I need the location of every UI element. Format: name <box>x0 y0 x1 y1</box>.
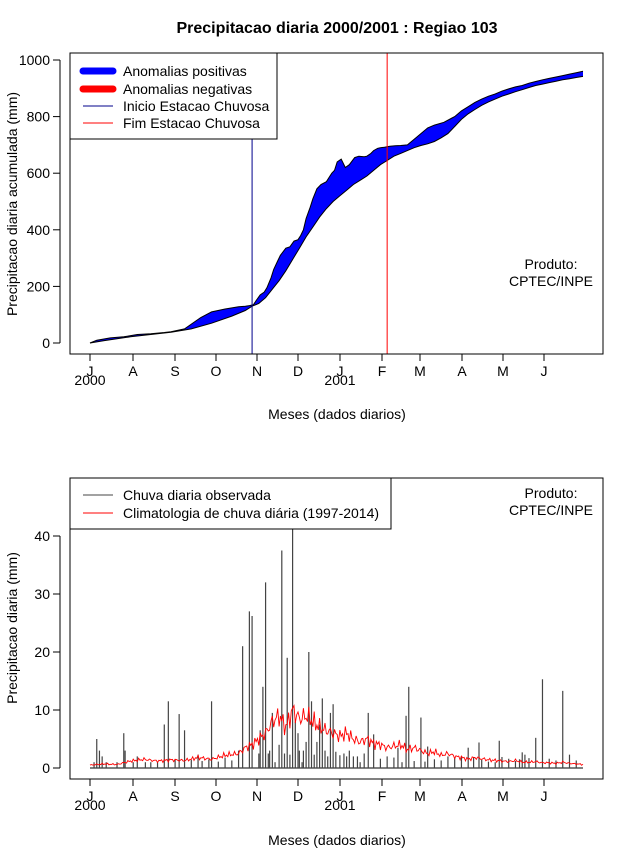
year-label-2000: 2000 <box>74 372 105 388</box>
x-axis-label: Meses (dados diarios) <box>268 832 406 848</box>
x-tick-label: N <box>252 788 262 804</box>
x-tick-label: J <box>337 363 344 379</box>
y-tick-label: 200 <box>27 278 51 294</box>
x-tick-label: J <box>541 788 548 804</box>
x-tick-label: J <box>337 788 344 804</box>
legend-label-observed: Chuva diaria observada <box>123 487 271 503</box>
x-tick-label: D <box>293 363 303 379</box>
x-tick-label: J <box>87 788 94 804</box>
x-tick-label: S <box>170 788 179 804</box>
product-label: Produto: <box>525 256 578 272</box>
x-tick-label: M <box>497 788 509 804</box>
y-tick-label: 0 <box>42 760 50 776</box>
x-tick-label: J <box>87 363 94 379</box>
x-tick-label: A <box>457 788 467 804</box>
y-tick-label: 400 <box>27 222 51 238</box>
legend-box <box>69 477 392 530</box>
y-tick-label: 1000 <box>19 52 50 68</box>
x-tick-label: A <box>128 363 138 379</box>
legend-label-negative: Anomalias negativas <box>123 81 252 97</box>
x-tick-label: F <box>378 363 387 379</box>
year-label-2001: 2001 <box>324 797 355 813</box>
x-tick-label: F <box>378 788 387 804</box>
y-axis-label: Precipitacao diaria acumulada (mm) <box>4 92 20 316</box>
y-axis: 0 10 20 30 40 <box>34 528 61 776</box>
y-tick-label: 10 <box>34 702 50 718</box>
x-tick-label: M <box>414 788 426 804</box>
y-tick-label: 0 <box>42 335 50 351</box>
product-source: CPTEC/INPE <box>509 273 593 289</box>
chart-title: Precipitacao diaria 2000/2001 : Regiao 1… <box>176 20 497 37</box>
year-label-2000: 2000 <box>74 797 105 813</box>
x-axis-label: Meses (dados diarios) <box>268 406 406 422</box>
x-tick-label: A <box>457 363 467 379</box>
y-tick-label: 40 <box>34 528 50 544</box>
daily-panel: 0 10 20 30 40 J A S O N D J F M A M J Precipitacao diar… <box>4 477 604 848</box>
accumulated-panel: 0 200 400 600 800 1000 J A S O N D J F M A M J Precipita… <box>4 52 604 422</box>
legend: Anomalias positivas Anomalias negativas … <box>69 52 278 140</box>
y-tick-label: 20 <box>34 644 50 660</box>
y-axis: 0 200 400 600 800 1000 <box>19 52 61 351</box>
legend-label-start: Inicio Estacao Chuvosa <box>123 98 270 114</box>
x-tick-label: J <box>541 363 548 379</box>
x-tick-label: S <box>170 363 179 379</box>
x-tick-label: M <box>414 363 426 379</box>
x-tick-label: O <box>211 363 222 379</box>
y-tick-label: 30 <box>34 586 50 602</box>
x-tick-label: N <box>252 363 262 379</box>
x-tick-label: O <box>211 788 222 804</box>
legend-label-end: Fim Estacao Chuvosa <box>123 115 260 131</box>
x-tick-label: A <box>128 788 138 804</box>
climatology-daily-line <box>89 704 584 766</box>
year-label-2001: 2001 <box>324 372 355 388</box>
legend-label-positive: Anomalias positivas <box>123 63 247 79</box>
product-label: Produto: <box>525 485 578 501</box>
legend-label-climatology: Climatologia de chuva diária (1997-2014) <box>123 505 379 521</box>
climatology-accumulated-line <box>89 75 584 344</box>
x-tick-label: D <box>293 788 303 804</box>
legend-box <box>69 52 278 140</box>
y-tick-label: 800 <box>27 109 51 125</box>
y-axis-label: Precipitacao diaria (mm) <box>4 552 20 704</box>
daily-marks <box>89 524 584 769</box>
product-source: CPTEC/INPE <box>509 502 593 518</box>
observed-accumulated-line <box>89 70 584 344</box>
legend: Chuva diaria observada Climatologia de c… <box>69 477 392 530</box>
x-tick-label: M <box>497 363 509 379</box>
y-tick-label: 600 <box>27 165 51 181</box>
